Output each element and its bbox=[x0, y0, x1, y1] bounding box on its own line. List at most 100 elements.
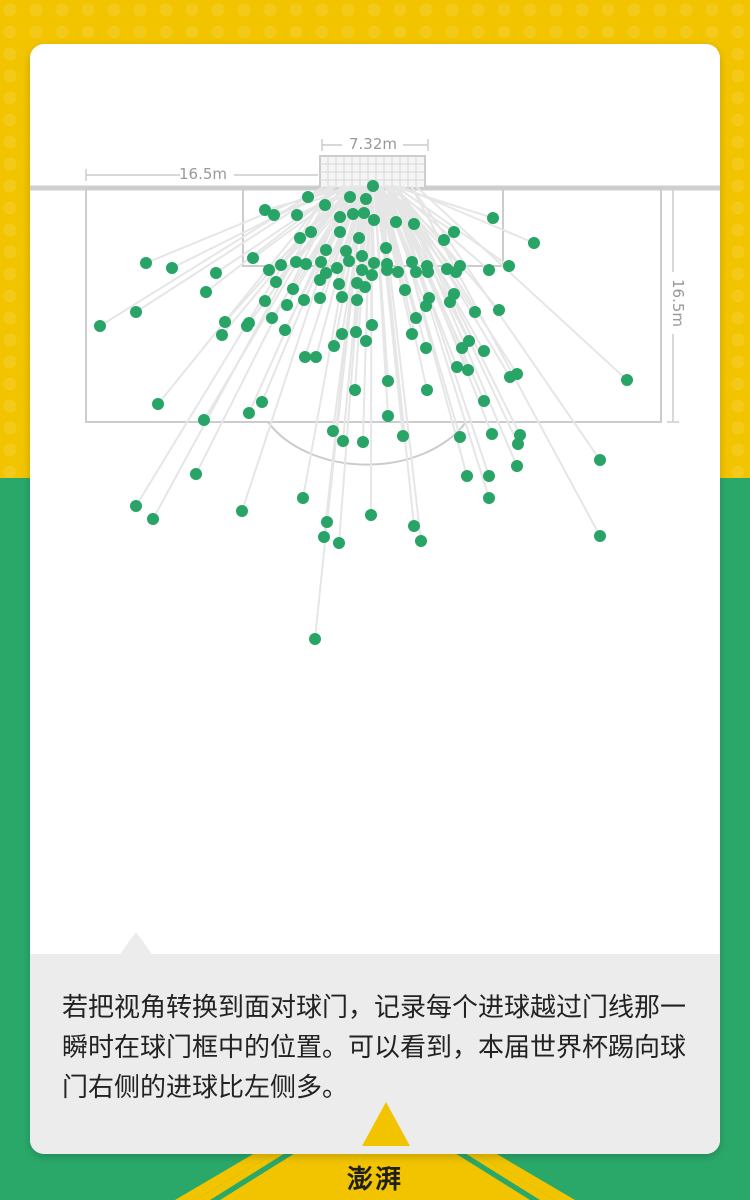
shot-line bbox=[241, 185, 351, 512]
shot-line bbox=[390, 185, 490, 499]
shot-point bbox=[483, 492, 495, 504]
shot-point bbox=[420, 342, 432, 354]
shot-point bbox=[336, 291, 348, 303]
shot-point bbox=[321, 516, 333, 528]
shot-point bbox=[340, 245, 352, 257]
shot-point bbox=[367, 180, 379, 192]
shot-point bbox=[350, 326, 362, 338]
caption-box: 若把视角转换到面对球门，记录每个进球越过门线那一瞬时在球门框中的位置。可以看到，… bbox=[30, 932, 720, 1154]
shot-point bbox=[594, 530, 606, 542]
shot-point bbox=[287, 283, 299, 295]
shot-point bbox=[219, 316, 231, 328]
shot-line bbox=[399, 185, 535, 244]
shot-line bbox=[377, 185, 413, 335]
shot-point bbox=[382, 410, 394, 422]
shot-point bbox=[336, 328, 348, 340]
shot-point bbox=[243, 407, 255, 419]
shot-point bbox=[266, 312, 278, 324]
shot-line bbox=[395, 185, 518, 375]
shot-line bbox=[390, 185, 490, 477]
shot-point bbox=[357, 436, 369, 448]
shot-point bbox=[410, 312, 422, 324]
shot-point bbox=[415, 535, 427, 547]
goal-net bbox=[320, 156, 425, 188]
shot-point bbox=[511, 460, 523, 472]
decorative-stripes bbox=[175, 1150, 575, 1200]
shot-point bbox=[512, 438, 524, 450]
shot-line bbox=[392, 185, 494, 219]
shot-point bbox=[270, 276, 282, 288]
shot-point bbox=[408, 218, 420, 230]
shot-point bbox=[291, 209, 303, 221]
shot-point bbox=[438, 234, 450, 246]
shot-point bbox=[621, 374, 633, 386]
shot-line bbox=[391, 185, 493, 435]
shot-point bbox=[333, 537, 345, 549]
shot-point bbox=[200, 286, 212, 298]
shot-line bbox=[414, 185, 628, 381]
shot-point bbox=[420, 300, 432, 312]
shot-point bbox=[483, 470, 495, 482]
shot-point bbox=[392, 266, 404, 278]
shot-point bbox=[493, 304, 505, 316]
shot-point bbox=[320, 244, 332, 256]
shot-point bbox=[315, 256, 327, 268]
shot-point bbox=[294, 232, 306, 244]
shot-point bbox=[337, 435, 349, 447]
shot-point bbox=[444, 296, 456, 308]
shot-point bbox=[353, 232, 365, 244]
shot-point bbox=[344, 191, 356, 203]
shot-point bbox=[236, 505, 248, 517]
shot-point bbox=[300, 258, 312, 270]
shot-point bbox=[486, 428, 498, 440]
shot-line bbox=[410, 185, 601, 461]
shot-point bbox=[366, 269, 378, 281]
shot-point bbox=[422, 266, 434, 278]
shot-point bbox=[511, 368, 523, 380]
shot-point bbox=[406, 256, 418, 268]
shot-point bbox=[408, 520, 420, 532]
shot-point bbox=[290, 256, 302, 268]
box-width-label: 16.5m bbox=[179, 165, 227, 183]
shot-line bbox=[157, 185, 336, 405]
shot-point bbox=[299, 351, 311, 363]
shot-point bbox=[279, 324, 291, 336]
shot-point bbox=[140, 257, 152, 269]
shot-point bbox=[216, 329, 228, 341]
shot-line bbox=[99, 185, 326, 327]
shot-point bbox=[461, 470, 473, 482]
shot-point bbox=[198, 414, 210, 426]
shot-point bbox=[358, 207, 370, 219]
shot-point bbox=[594, 454, 606, 466]
shot-point bbox=[210, 267, 222, 279]
shot-point bbox=[463, 335, 475, 347]
shot-line bbox=[394, 185, 510, 267]
goal-width-label: 7.32m bbox=[349, 135, 397, 153]
shot-point bbox=[514, 429, 526, 441]
shot-point bbox=[190, 468, 202, 480]
shot-point bbox=[380, 242, 392, 254]
shot-point bbox=[421, 384, 433, 396]
shot-point bbox=[297, 492, 309, 504]
caption-triangle-icon bbox=[362, 1102, 410, 1146]
shot-point bbox=[343, 255, 355, 267]
shot-point bbox=[451, 361, 463, 373]
shot-point bbox=[247, 252, 259, 264]
shot-point bbox=[397, 430, 409, 442]
shot-point bbox=[259, 204, 271, 216]
caption-notch bbox=[120, 932, 152, 954]
dimension-marks bbox=[85, 139, 679, 423]
shot-point bbox=[469, 306, 481, 318]
shot-point bbox=[275, 259, 287, 271]
shot-point bbox=[365, 509, 377, 521]
shot-point bbox=[381, 264, 393, 276]
shot-point bbox=[314, 274, 326, 286]
shot-point bbox=[331, 262, 343, 274]
box-depth-label: 16.5m bbox=[669, 279, 687, 327]
shot-line bbox=[394, 185, 511, 378]
shot-point bbox=[166, 262, 178, 274]
shot-point bbox=[309, 633, 321, 645]
shot-point bbox=[382, 375, 394, 387]
shot-point bbox=[130, 500, 142, 512]
shot-point bbox=[359, 281, 371, 293]
